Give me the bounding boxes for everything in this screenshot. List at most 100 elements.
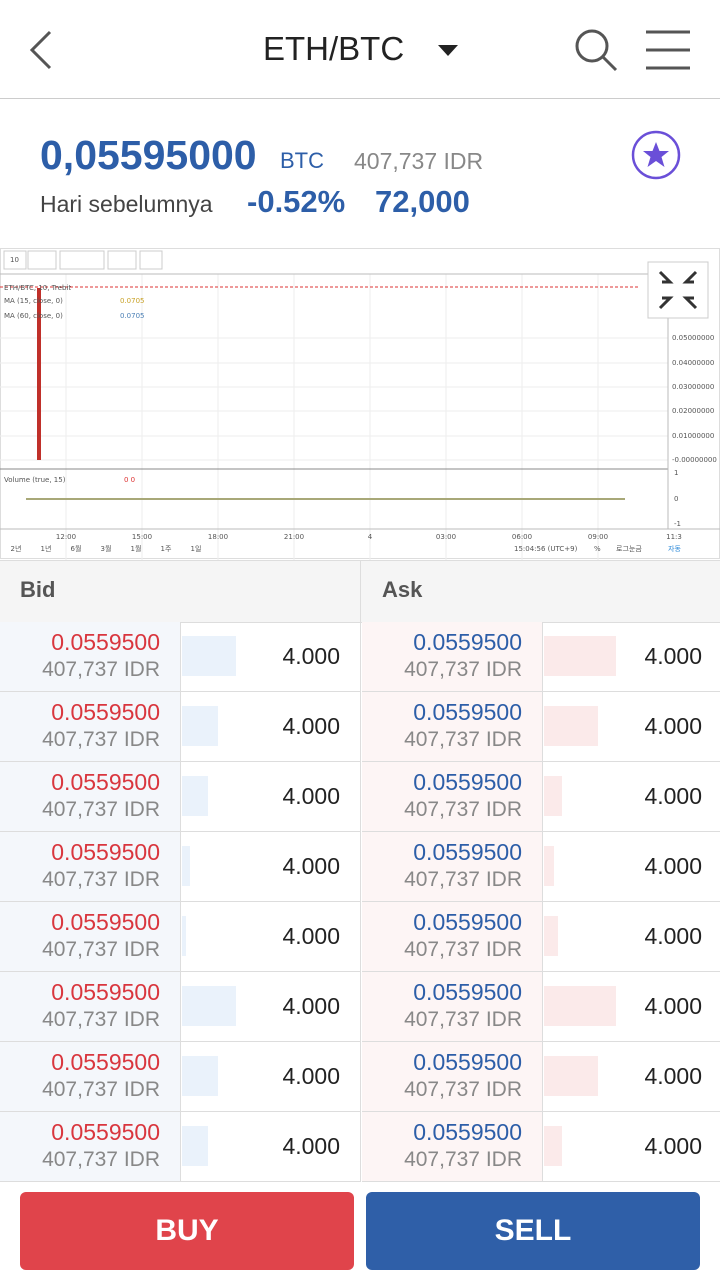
toolbar[interactable] bbox=[3, 250, 163, 270]
price-cell bbox=[0, 622, 180, 691]
chart-legend: 0.0705 bbox=[120, 297, 145, 305]
depth-bar bbox=[544, 846, 554, 886]
divider bbox=[180, 692, 181, 762]
favorite-button[interactable] bbox=[630, 130, 682, 182]
divider bbox=[180, 1042, 181, 1112]
price-cell bbox=[0, 832, 180, 901]
x-axis-label: 4 bbox=[368, 533, 373, 541]
range-button[interactable]: 1주 bbox=[161, 545, 172, 553]
order-price: 0.0559500 bbox=[413, 979, 522, 1005]
volume-value: 0 0 bbox=[124, 476, 135, 484]
chart-widget: 10 ETH/BTC, 10, Trebit MA (15, close, 0)… bbox=[0, 248, 720, 560]
divider bbox=[542, 832, 543, 902]
range-button[interactable]: 1년 bbox=[41, 544, 52, 553]
price-spike bbox=[37, 288, 41, 460]
pair-title[interactable]: ETH/BTC bbox=[263, 30, 405, 67]
order-price: 0.0559500 bbox=[413, 699, 522, 725]
divider bbox=[180, 762, 181, 832]
collapse-button[interactable] bbox=[647, 261, 709, 319]
price-cell bbox=[0, 1112, 180, 1181]
price-unit: BTC bbox=[280, 148, 324, 173]
divider bbox=[362, 1111, 720, 1112]
range-button[interactable]: 2년 bbox=[11, 544, 22, 553]
chart-time: 15:04:56 (UTC+9) bbox=[514, 545, 578, 553]
price-cell bbox=[362, 972, 542, 1041]
order-amount: 4.000 bbox=[644, 1133, 702, 1159]
divider bbox=[362, 1041, 720, 1042]
price-cell bbox=[362, 832, 542, 901]
x-axis-label: 03:00 bbox=[436, 533, 456, 541]
x-axis-label: 15:00 bbox=[132, 533, 152, 541]
percent-toggle[interactable]: % bbox=[594, 545, 601, 553]
order-idr: 407,737 IDR bbox=[42, 798, 160, 821]
divider bbox=[542, 762, 543, 832]
change-pct: -0.52% bbox=[247, 184, 346, 219]
order-amount: 4.000 bbox=[644, 643, 702, 669]
auto-toggle[interactable]: 자동 bbox=[668, 544, 681, 553]
order-amount: 4.000 bbox=[282, 853, 340, 879]
pair-dropdown[interactable] bbox=[438, 45, 458, 56]
order-idr: 407,737 IDR bbox=[42, 1148, 160, 1171]
price-cell bbox=[362, 692, 542, 761]
divider bbox=[360, 762, 361, 832]
x-axis-label: 21:00 bbox=[284, 533, 304, 541]
depth-bar bbox=[544, 706, 598, 746]
order-price: 0.0559500 bbox=[51, 629, 160, 655]
y-axis-label: 0.04000000 bbox=[672, 359, 714, 367]
x-axis-label: 09:00 bbox=[588, 533, 608, 541]
order-amount: 4.000 bbox=[282, 1133, 340, 1159]
price-cell bbox=[0, 762, 180, 831]
divider bbox=[360, 972, 361, 1042]
divider bbox=[362, 831, 720, 832]
depth-bar bbox=[544, 1126, 562, 1166]
range-button[interactable]: 1월 bbox=[131, 544, 142, 553]
interval[interactable]: 10 bbox=[10, 256, 19, 264]
order-price: 0.0559500 bbox=[51, 1049, 160, 1075]
ask-header: Ask bbox=[382, 577, 423, 602]
depth-bar bbox=[182, 1056, 218, 1096]
order-amount: 4.000 bbox=[644, 853, 702, 879]
divider bbox=[180, 832, 181, 902]
price-cell bbox=[362, 762, 542, 831]
price: 0,05595000 bbox=[40, 132, 257, 178]
divider bbox=[180, 972, 181, 1042]
price-cell bbox=[0, 1042, 180, 1111]
x-axis-label: 11:3 bbox=[666, 533, 682, 541]
sell-button[interactable]: SELL bbox=[366, 1192, 700, 1270]
menu-button[interactable] bbox=[646, 30, 690, 70]
range-button[interactable]: 6월 bbox=[71, 544, 82, 553]
divider bbox=[180, 1112, 181, 1182]
divider bbox=[362, 901, 720, 902]
order-price: 0.0559500 bbox=[413, 839, 522, 865]
change-label: Hari sebelumnya bbox=[40, 191, 213, 217]
depth-bar bbox=[182, 776, 208, 816]
divider bbox=[542, 692, 543, 762]
depth-bar bbox=[182, 986, 236, 1026]
price-cell bbox=[362, 1042, 542, 1111]
depth-bar bbox=[182, 846, 190, 886]
x-axis-label: 12:00 bbox=[56, 533, 76, 541]
order-price: 0.0559500 bbox=[51, 909, 160, 935]
order-amount: 4.000 bbox=[644, 923, 702, 949]
order-amount: 4.000 bbox=[282, 783, 340, 809]
log-toggle[interactable]: 로그눈금 bbox=[616, 545, 642, 553]
search-button[interactable] bbox=[575, 29, 618, 72]
range-button[interactable]: 1일 bbox=[191, 544, 202, 553]
order-amount: 4.000 bbox=[282, 923, 340, 949]
x-axis-label: 06:00 bbox=[512, 533, 532, 541]
order-amount: 4.000 bbox=[644, 783, 702, 809]
buy-button[interactable]: BUY bbox=[20, 1192, 354, 1270]
divider bbox=[362, 691, 720, 692]
order-price: 0.0559500 bbox=[51, 839, 160, 865]
depth-bar bbox=[182, 1126, 208, 1166]
back-button[interactable] bbox=[29, 30, 52, 70]
range-button[interactable]: 3월 bbox=[101, 544, 112, 553]
order-price: 0.0559500 bbox=[413, 1119, 522, 1145]
change-idr: 72,000 bbox=[375, 184, 470, 219]
y-axis-label: 0.05000000 bbox=[672, 334, 714, 342]
divider bbox=[360, 692, 361, 762]
order-amount: 4.000 bbox=[644, 1063, 702, 1089]
divider bbox=[180, 622, 181, 692]
divider bbox=[360, 622, 361, 692]
